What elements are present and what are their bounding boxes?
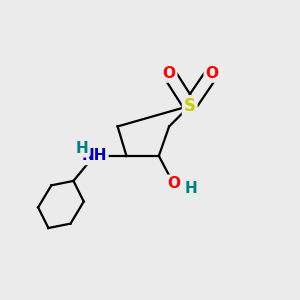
- Text: O: O: [163, 66, 176, 81]
- Text: NH: NH: [81, 148, 107, 164]
- Text: S: S: [184, 97, 196, 115]
- Text: O: O: [205, 66, 218, 81]
- Text: H: H: [75, 141, 88, 156]
- Text: O: O: [167, 176, 180, 191]
- Text: H: H: [185, 181, 198, 196]
